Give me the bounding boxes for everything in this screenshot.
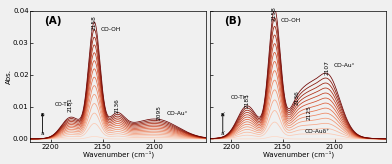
Text: a: a [40, 131, 44, 136]
X-axis label: Wavenumber (cm⁻¹): Wavenumber (cm⁻¹) [263, 151, 334, 158]
Text: CO-OH: CO-OH [281, 18, 301, 23]
Text: CO-Au°: CO-Au° [334, 63, 355, 68]
Text: CO-Auδ⁺: CO-Auδ⁺ [304, 129, 330, 134]
Text: 2158: 2158 [272, 6, 277, 21]
Text: a′: a′ [221, 131, 226, 136]
Text: 2107: 2107 [325, 60, 330, 75]
Text: 2136: 2136 [295, 91, 300, 105]
Text: 2136: 2136 [114, 98, 120, 113]
Text: CO-OH: CO-OH [100, 27, 121, 32]
Text: 2125: 2125 [306, 105, 311, 120]
Text: CO-Ti⁴⁺: CO-Ti⁴⁺ [231, 95, 250, 100]
X-axis label: Wavenumber (cm⁻¹): Wavenumber (cm⁻¹) [83, 151, 154, 158]
Text: n′: n′ [221, 112, 226, 117]
Text: CO-Au°: CO-Au° [167, 111, 189, 116]
Text: 2158: 2158 [92, 16, 97, 31]
Text: (B): (B) [225, 16, 242, 26]
Text: 2181: 2181 [68, 97, 73, 112]
Text: (A): (A) [44, 16, 62, 26]
Text: CO-Ti⁴⁺: CO-Ti⁴⁺ [54, 102, 74, 107]
Text: 2095: 2095 [157, 105, 162, 120]
Text: 2185: 2185 [244, 94, 249, 108]
Text: n: n [40, 112, 44, 117]
Y-axis label: Abs.: Abs. [5, 69, 11, 84]
